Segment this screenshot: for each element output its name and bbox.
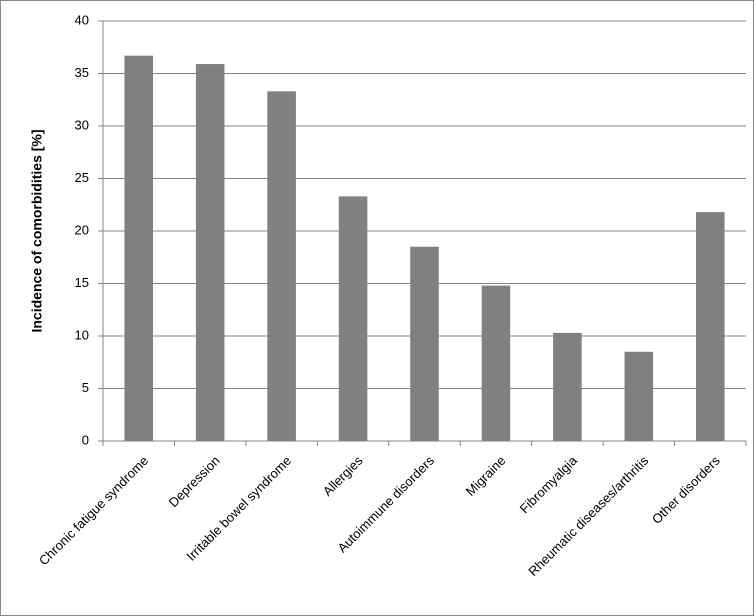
y-tick-label: 25 (75, 170, 89, 185)
bar (695, 212, 725, 441)
y-tick-label: 10 (75, 327, 89, 342)
y-tick-label: 20 (75, 222, 89, 237)
bar (624, 351, 654, 441)
y-tick-label: 0 (82, 432, 89, 447)
y-tick-label: 30 (75, 117, 89, 132)
y-tick-label: 5 (82, 380, 89, 395)
bar (410, 246, 439, 441)
bar (553, 332, 582, 441)
y-tick-label: 35 (75, 65, 89, 80)
bar (124, 55, 154, 442)
y-tick-label: 40 (75, 12, 89, 27)
bar (195, 64, 225, 442)
y-axis-label: Incidence of comorbidities [%] (29, 129, 45, 332)
bar (481, 285, 511, 441)
bar (338, 196, 368, 441)
y-tick-label: 15 (75, 275, 89, 290)
bar (267, 91, 296, 441)
